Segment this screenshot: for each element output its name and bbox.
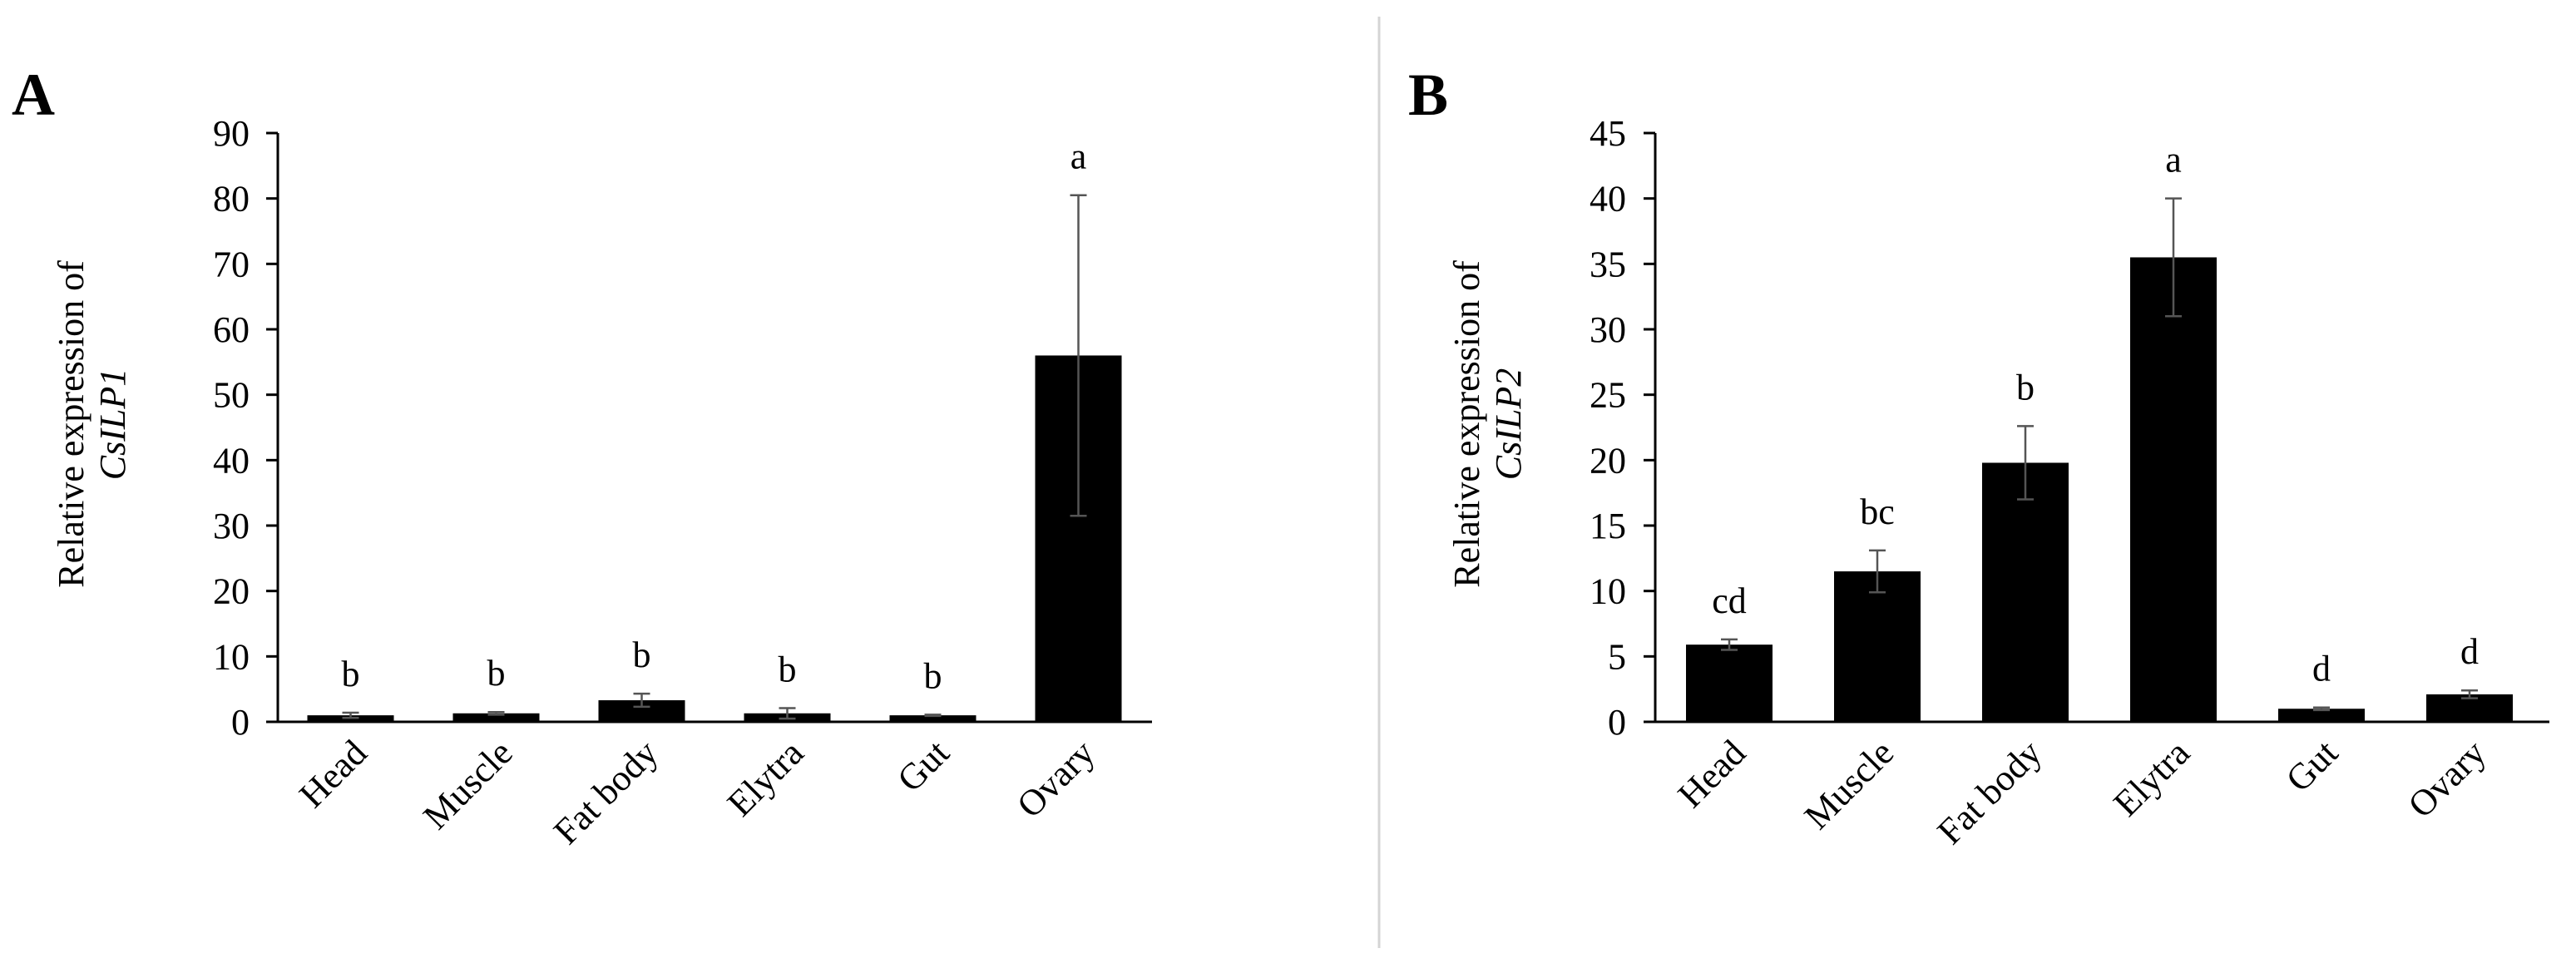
y-axis-label-text: Relative expression of bbox=[51, 260, 91, 588]
significance-label: b bbox=[342, 654, 360, 694]
bar bbox=[1834, 571, 1921, 722]
significance-label: d bbox=[2460, 631, 2479, 672]
y-tick-label: 70 bbox=[213, 244, 250, 284]
significance-label: a bbox=[1070, 136, 1087, 177]
y-tick-label: 15 bbox=[1590, 506, 1626, 546]
y-tick-label: 80 bbox=[213, 179, 250, 220]
bar bbox=[2278, 709, 2365, 722]
y-tick-label: 20 bbox=[1590, 440, 1626, 481]
y-tick-label: 0 bbox=[1608, 702, 1626, 743]
y-tick-label: 20 bbox=[213, 571, 250, 612]
significance-label: b bbox=[924, 655, 942, 696]
significance-label: a bbox=[2165, 140, 2182, 180]
y-axis-label: Relative expression ofCsILP1 bbox=[51, 260, 133, 588]
y-tick-label: 10 bbox=[1590, 571, 1626, 612]
y-tick-label: 10 bbox=[213, 636, 250, 677]
y-tick-label: 0 bbox=[231, 702, 250, 743]
y-tick-label: 40 bbox=[1590, 179, 1626, 220]
significance-label: b bbox=[779, 649, 797, 689]
panel-letter: B bbox=[1408, 62, 1448, 128]
y-tick-label: 60 bbox=[213, 309, 250, 350]
bar bbox=[1982, 462, 2069, 722]
panel-letter: A bbox=[12, 62, 55, 128]
panel-a: A 0 10 20 30 40 50 60 70 80 90 Relative expression … bbox=[12, 62, 1152, 852]
y-tick-label: 35 bbox=[1590, 244, 1626, 284]
significance-label: b bbox=[487, 653, 506, 694]
y-axis-label-gene: CsILP1 bbox=[92, 368, 133, 480]
significance-label: bc bbox=[1860, 491, 1895, 532]
y-tick-label: 5 bbox=[1608, 636, 1626, 677]
y-tick-label: 25 bbox=[1590, 375, 1626, 416]
bar bbox=[889, 715, 977, 722]
y-axis-label-text: Relative expression of bbox=[1446, 260, 1487, 588]
bar bbox=[452, 713, 540, 722]
significance-label: b bbox=[633, 635, 651, 675]
significance-label: d bbox=[2312, 649, 2331, 689]
y-axis-label: Relative expression ofCsILP2 bbox=[1446, 260, 1529, 588]
significance-label: cd bbox=[1712, 580, 1747, 621]
y-tick-label: 40 bbox=[213, 440, 250, 481]
y-tick-label: 45 bbox=[1590, 113, 1626, 154]
y-tick-label: 90 bbox=[213, 113, 250, 154]
y-tick-label: 30 bbox=[1590, 309, 1626, 350]
y-tick-label: 50 bbox=[213, 375, 250, 416]
significance-label: b bbox=[2016, 367, 2035, 407]
bar bbox=[2130, 257, 2217, 722]
y-tick-label: 30 bbox=[213, 506, 250, 546]
y-axis-label-gene: CsILP2 bbox=[1488, 368, 1529, 480]
bar bbox=[1686, 644, 1773, 722]
